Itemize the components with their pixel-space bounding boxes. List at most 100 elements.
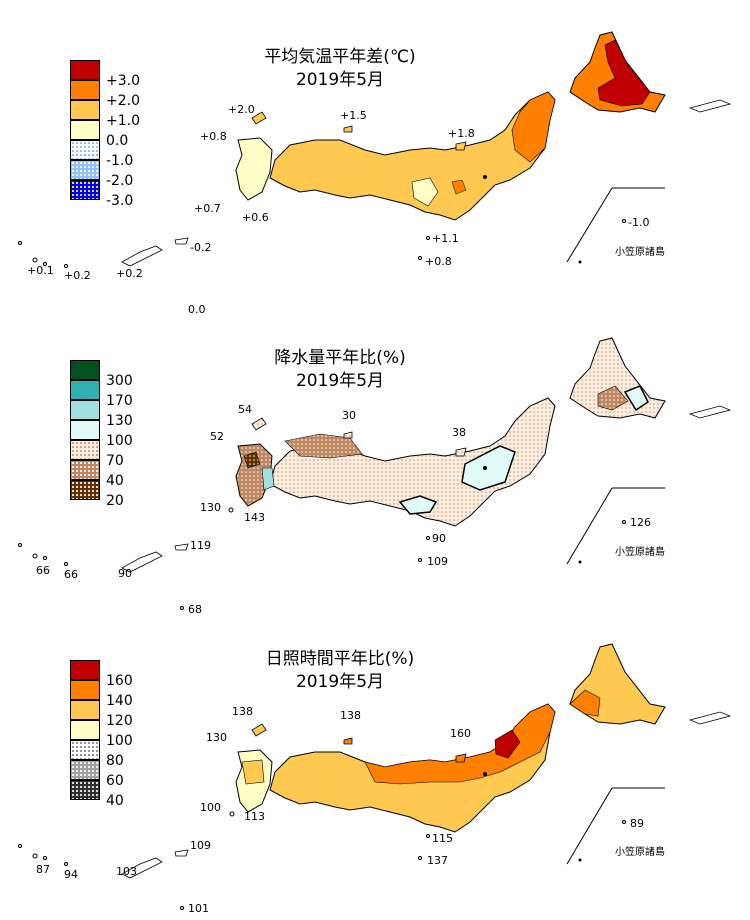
- kyushu: [235, 137, 273, 201]
- value-label: 87: [36, 863, 50, 876]
- value-label: 109: [427, 555, 448, 568]
- value-label: 138: [232, 705, 253, 718]
- value-label: 101: [188, 902, 209, 915]
- value-label: +2.0: [228, 103, 255, 116]
- legend-swatch: [70, 60, 100, 80]
- value-label: +0.2: [116, 267, 143, 280]
- legend-swatch: [70, 360, 100, 380]
- legend-label: 100: [106, 733, 133, 749]
- legend-label: 140: [106, 693, 133, 709]
- legend-swatch: [70, 760, 100, 780]
- legend-swatch: [70, 480, 100, 500]
- bonin-islands-label: 小笠原諸島: [615, 547, 665, 558]
- value-label: 38: [452, 426, 466, 439]
- value-label: +1.5: [340, 109, 367, 122]
- legend-label: +1.0: [106, 113, 140, 129]
- chubu-warm-spot: [451, 179, 467, 195]
- value-label: +0.2: [64, 269, 91, 282]
- temperature-map: [18, 31, 732, 268]
- precipitation-panel: 降水量平年比(%) 2019年5月 300 170 130 100 70 40 …: [0, 306, 750, 616]
- value-label: 0.0: [188, 303, 206, 316]
- honshu: [269, 397, 556, 527]
- value-label: 103: [116, 865, 137, 878]
- legend-label: 40: [106, 473, 124, 489]
- value-label: 89: [630, 817, 644, 830]
- value-label: 130: [206, 731, 227, 744]
- value-label: +0.8: [200, 130, 227, 143]
- panel-date: 2019年5月: [295, 672, 385, 692]
- value-label: 68: [188, 603, 202, 616]
- value-label: 126: [630, 516, 651, 529]
- temperature-panel: 平均気温平年差(℃) 2019年5月 +3.0 +2.0 +1.0 0.0 -1…: [0, 0, 750, 315]
- value-label: +1.1: [432, 232, 459, 245]
- legend-swatch: [70, 680, 100, 700]
- value-label: 137: [427, 854, 448, 867]
- legend-swatch: [70, 380, 100, 400]
- legend-label: 130: [106, 413, 133, 429]
- panel-title: 日照時間平年比(%): [265, 649, 415, 669]
- value-label: +0.8: [425, 255, 452, 268]
- legend-label: 160: [106, 673, 133, 689]
- legend-label: 120: [106, 713, 133, 729]
- panel-title: 降水量平年比(%): [274, 348, 406, 368]
- value-label: +0.1: [27, 264, 54, 277]
- legend-label: 170: [106, 393, 133, 409]
- value-label: 90: [118, 567, 132, 580]
- legend-swatch: [70, 80, 100, 100]
- value-label: 30: [342, 409, 356, 422]
- value-label: +0.6: [242, 211, 269, 224]
- legend-swatch: [70, 160, 100, 180]
- value-label: 52: [210, 430, 224, 443]
- sunshine-map: [18, 643, 732, 910]
- honshu: [269, 91, 556, 221]
- value-label: +1.8: [448, 127, 475, 140]
- legend-swatch: [70, 420, 100, 440]
- legend-label: -3.0: [106, 193, 134, 209]
- panel-date: 2019年5月: [295, 70, 385, 90]
- hokkaido-hot-core: [597, 39, 651, 107]
- legend-label: 80: [106, 753, 124, 769]
- value-label: 160: [450, 727, 471, 740]
- value-label: 90: [432, 532, 446, 545]
- panel-date: 2019年5月: [295, 371, 385, 391]
- value-label: 113: [244, 810, 265, 823]
- legend-label: 60: [106, 773, 124, 789]
- legend-swatch: [70, 400, 100, 420]
- legend-swatch: [70, 100, 100, 120]
- legend-swatch: [70, 740, 100, 760]
- legend-label: -2.0: [106, 173, 134, 189]
- legend-swatch: [70, 700, 100, 720]
- value-label: 54: [238, 403, 252, 416]
- value-label: 66: [36, 564, 50, 577]
- value-label: 143: [244, 511, 265, 524]
- sunshine-panel: 日照時間平年比(%) 2019年5月 160 140 120 100 80 60…: [0, 612, 750, 918]
- value-label: 119: [190, 539, 211, 552]
- legend-label: 40: [106, 793, 124, 809]
- value-label: 109: [190, 839, 211, 852]
- bonin-islands-label: 小笠原諸島: [615, 847, 665, 858]
- precipitation-map: [18, 337, 732, 610]
- tohoku-warm-zone: [511, 91, 556, 163]
- legend-swatch: [70, 460, 100, 480]
- value-label: 94: [64, 868, 78, 881]
- legend-swatch: [70, 660, 100, 680]
- bonin-islands-label: 小笠原諸島: [615, 247, 665, 258]
- value-label: 100: [200, 801, 221, 814]
- value-label: -1.0: [628, 216, 650, 229]
- legend-label: -1.0: [106, 153, 134, 169]
- legend-swatch: [70, 120, 100, 140]
- value-label: 138: [340, 709, 361, 722]
- legend-label: +2.0: [106, 93, 140, 109]
- legend-label: 300: [106, 373, 133, 389]
- legend-swatch: [70, 440, 100, 460]
- legend-label: 20: [106, 493, 124, 509]
- legend-swatch: [70, 140, 100, 160]
- value-label: 130: [200, 501, 221, 514]
- legend-swatch: [70, 180, 100, 200]
- value-label: 66: [64, 568, 78, 581]
- value-label: 115: [432, 832, 453, 845]
- legend-swatch: [70, 720, 100, 740]
- panel-title: 平均気温平年差(℃): [264, 47, 416, 67]
- legend-swatch: [70, 780, 100, 800]
- legend-label: 0.0: [106, 133, 129, 149]
